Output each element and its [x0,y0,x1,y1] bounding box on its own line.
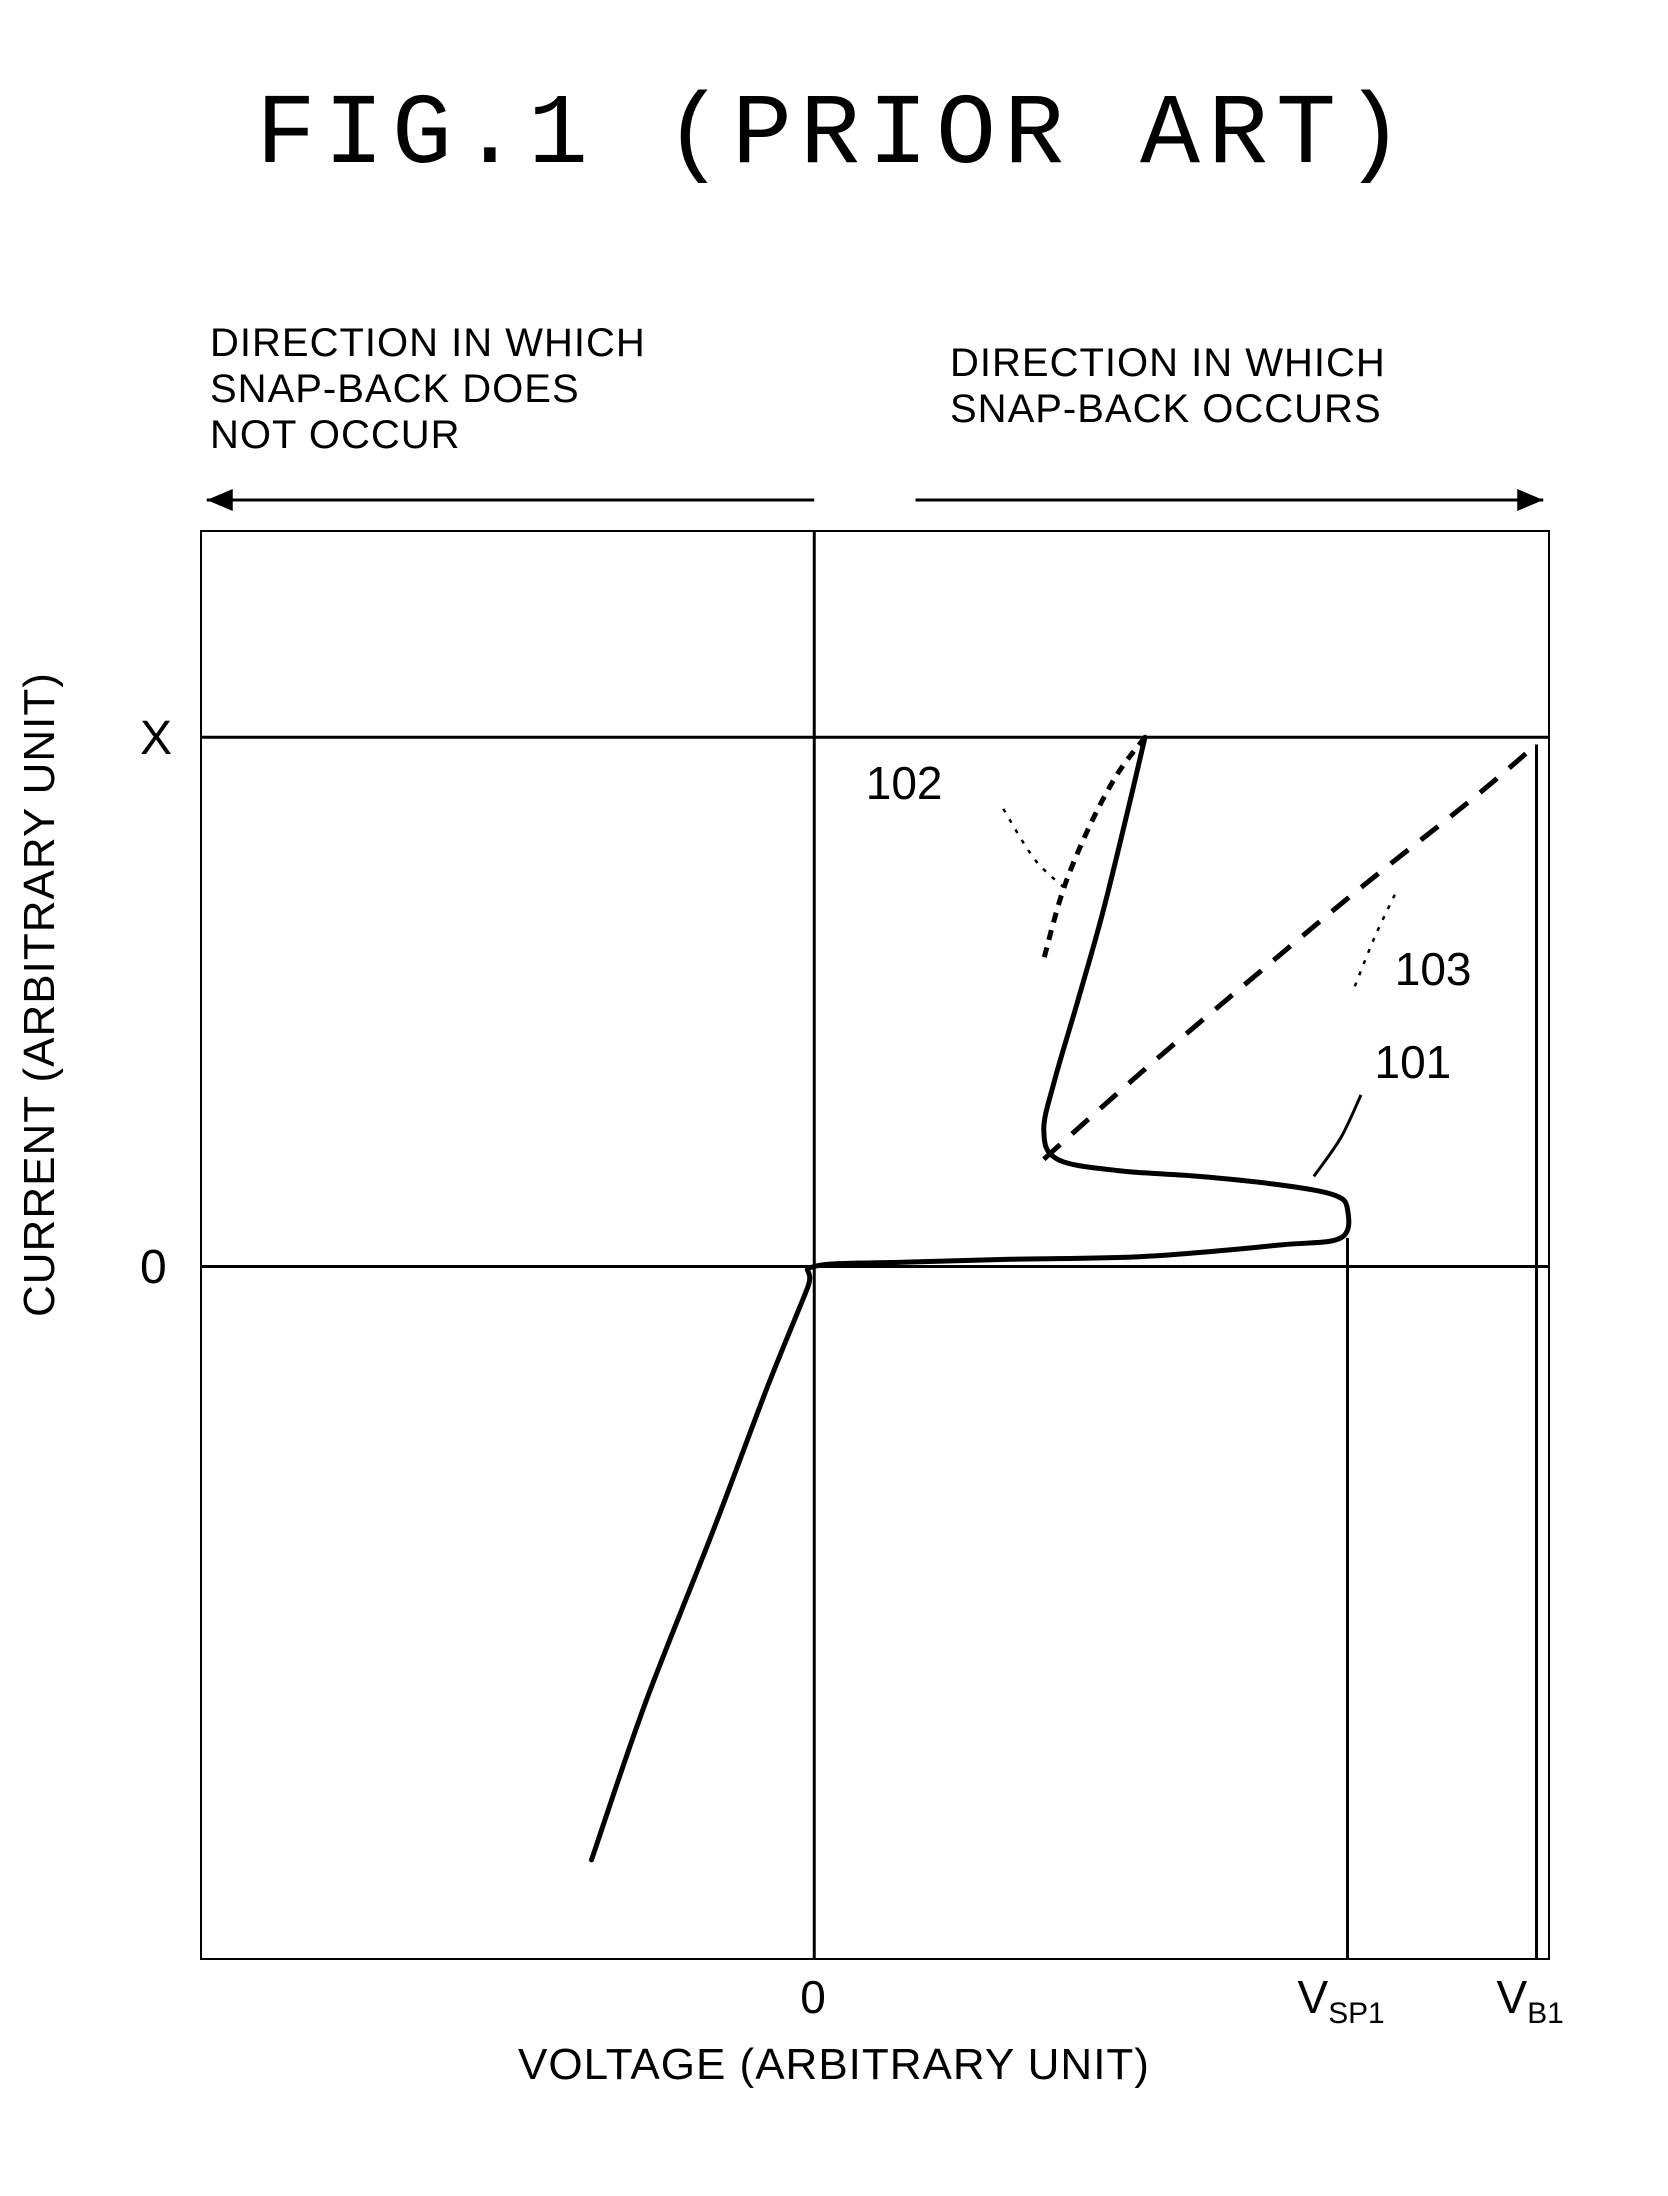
curve-label-101: 101 [1375,1035,1452,1089]
xtick-vsp1-sub: SP1 [1328,1997,1385,2030]
figure-title: FIG.1 (PRIOR ART) [0,80,1668,193]
xtick-vb1-sub: B1 [1527,1997,1564,2030]
curve-label-102: 102 [866,756,943,810]
annotation-left-line3: NOT OCCUR [210,413,460,457]
xtick-vsp1: VSP1 [1298,1970,1385,2031]
annotation-left: DIRECTION IN WHICH SNAP-BACK DOES NOT OC… [210,320,646,458]
annotation-left-line2: SNAP-BACK DOES [210,367,580,411]
ytick-zero: 0 [140,1240,167,1295]
xtick-vb1-main: V [1497,1971,1528,2023]
annotation-right-line1: DIRECTION IN WHICH [950,341,1386,385]
xtick-zero: 0 [800,1970,826,2024]
y-axis-label: CURRENT (ARBITRARY UNIT) [15,672,65,1317]
annotation-right: DIRECTION IN WHICH SNAP-BACK OCCURS [950,340,1386,432]
x-axis-label: VOLTAGE (ARBITRARY UNIT) [0,2040,1668,2126]
xtick-vsp1-main: V [1298,1971,1329,2023]
annotation-right-line2: SNAP-BACK OCCURS [950,387,1382,431]
annotation-left-line1: DIRECTION IN WHICH [210,321,646,365]
ytick-x: X [140,711,172,766]
xtick-vb1: VB1 [1497,1970,1564,2031]
curve-label-103: 103 [1395,942,1472,996]
iv-chart [200,530,1550,1960]
direction-arrows [200,480,1550,520]
